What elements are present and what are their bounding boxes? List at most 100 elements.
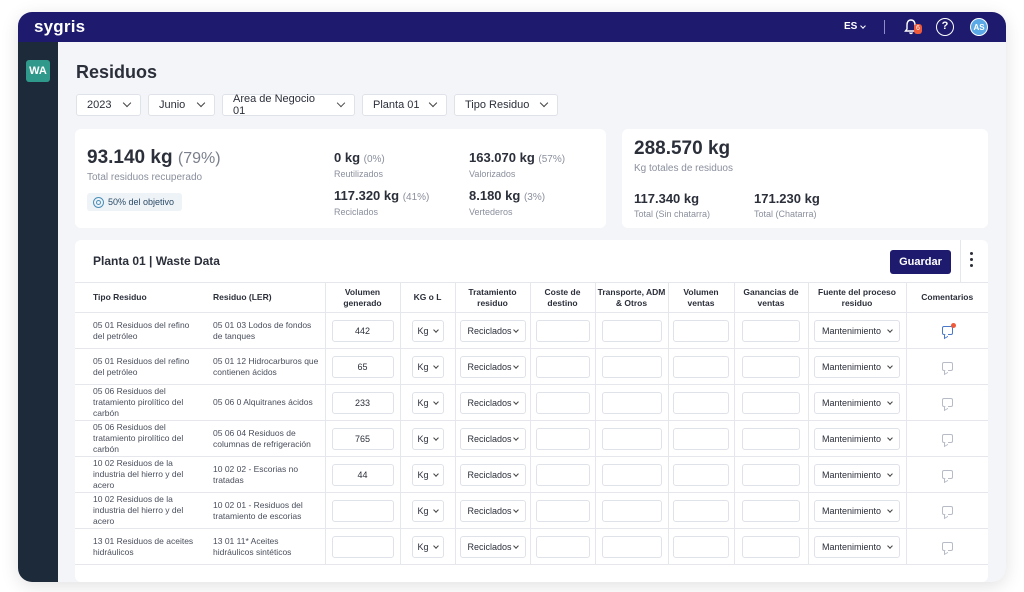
treatment-select[interactable]: Reciclados [459,355,526,378]
volume-value: 765 [354,433,371,444]
chevron-down-icon [887,506,893,513]
destination-cost-input[interactable] [535,355,590,378]
destination-cost-cell [529,384,595,421]
landfill-value: 8.180 kg [469,188,521,203]
comment-icon[interactable] [941,434,953,443]
transport-input[interactable] [601,391,662,414]
sales-earnings-input[interactable] [742,499,800,522]
comment-cell [905,420,988,457]
treatment-value: Reciclados [467,541,512,552]
total-value: 288.570 kg [634,138,731,159]
sales-earnings-input[interactable] [742,319,800,342]
transport-input[interactable] [601,463,662,486]
comment-icon[interactable] [941,506,953,515]
treatment-select[interactable]: Reciclados [459,391,526,414]
sales-volume-input[interactable] [673,499,729,522]
recovered-total: 93.140 kg (79%) [87,147,221,169]
app-logo[interactable]: sygris [34,17,86,36]
comment-cell [905,528,988,565]
sales-earnings-cell [733,348,808,385]
chevron-down-icon [887,326,893,333]
sales-volume-input[interactable] [673,427,729,450]
unit-select[interactable]: Kg [411,463,444,486]
comment-icon[interactable] [941,542,953,551]
workspace-badge[interactable]: WA [26,60,50,82]
sales-volume-input[interactable] [673,535,729,558]
volume-input[interactable]: 442 [331,319,394,342]
volume-input[interactable] [331,499,394,522]
treatment-select[interactable]: Reciclados [459,463,526,486]
avatar[interactable]: AS [970,18,988,36]
destination-cost-input[interactable] [535,535,590,558]
comment-icon[interactable] [941,470,953,479]
source-select[interactable]: Mantenimiento [814,355,900,378]
ler-label: 05 06 0 Alquitranes ácidos [213,397,313,407]
comment-icon[interactable] [941,398,953,407]
filter-plant[interactable]: Planta 01 [362,94,447,116]
source-value: Mantenimiento [822,325,882,336]
treatment-select[interactable]: Reciclados [459,499,526,522]
volume-input[interactable]: 765 [331,427,394,450]
destination-cost-input[interactable] [535,319,590,342]
more-options-icon[interactable] [970,252,974,270]
destination-cost-input[interactable] [535,391,590,414]
transport-input[interactable] [601,319,662,342]
filter-month[interactable]: Junio [148,94,215,116]
volume-cell: 233 [324,384,400,421]
language-selector[interactable]: ES [844,21,867,32]
sales-earnings-input[interactable] [742,355,800,378]
sales-earnings-input[interactable] [742,427,800,450]
unit-select[interactable]: Kg [411,319,444,342]
treatment-select[interactable]: Reciclados [459,427,526,450]
sales-earnings-input[interactable] [742,535,800,558]
source-select[interactable]: Mantenimiento [814,463,900,486]
unit-cell: Kg [399,312,455,349]
sales-earnings-input[interactable] [742,463,800,486]
transport-input[interactable] [601,355,662,378]
filter-waste-type[interactable]: Tipo Residuo [454,94,558,116]
recycled-stat: 117.320 kg (41%) [334,188,429,203]
unit-select[interactable]: Kg [411,427,444,450]
filter-business-area[interactable]: Area de Negocio 01 [222,93,355,117]
transport-input[interactable] [601,499,662,522]
treatment-select[interactable]: Reciclados [459,535,526,558]
destination-cost-input[interactable] [535,499,590,522]
recycled-value: 117.320 kg [334,188,400,203]
sales-volume-input[interactable] [673,391,729,414]
unit-select[interactable]: Kg [411,391,444,414]
volume-input[interactable]: 65 [331,355,394,378]
scrap-label: Total (Chatarra) [754,209,817,219]
destination-cost-input[interactable] [535,427,590,450]
chevron-down-icon [336,98,346,108]
filter-year[interactable]: 2023 [76,94,141,116]
source-select[interactable]: Mantenimiento [814,391,900,414]
waste-type-cell: 13 01 Residuos de aceites hidráulicos [75,528,205,565]
unit-select[interactable]: Kg [411,535,444,558]
chevron-down-icon [432,434,439,441]
destination-cost-input[interactable] [535,463,590,486]
transport-input[interactable] [601,535,662,558]
save-button[interactable]: Guardar [890,250,951,274]
comment-icon[interactable] [941,323,956,335]
source-select[interactable]: Mantenimiento [814,319,900,342]
sales-volume-input[interactable] [673,463,729,486]
bell-icon[interactable] [902,18,920,36]
help-icon[interactable]: ? [936,18,954,36]
comment-icon[interactable] [941,362,953,371]
sales-volume-input[interactable] [673,319,729,342]
comment-cell [905,492,988,529]
unit-select[interactable]: Kg [411,499,444,522]
treatment-select[interactable]: Reciclados [459,319,526,342]
recycled-label: Reciclados [334,207,379,217]
source-select[interactable]: Mantenimiento [814,427,900,450]
unit-select[interactable]: Kg [411,355,444,378]
sales-volume-input[interactable] [673,355,729,378]
volume-input[interactable]: 44 [331,463,394,486]
source-select[interactable]: Mantenimiento [814,535,900,558]
transport-input[interactable] [601,427,662,450]
unit-cell: Kg [399,492,455,529]
sales-earnings-input[interactable] [742,391,800,414]
volume-input[interactable] [331,535,394,558]
source-select[interactable]: Mantenimiento [814,499,900,522]
volume-input[interactable]: 233 [331,391,394,414]
